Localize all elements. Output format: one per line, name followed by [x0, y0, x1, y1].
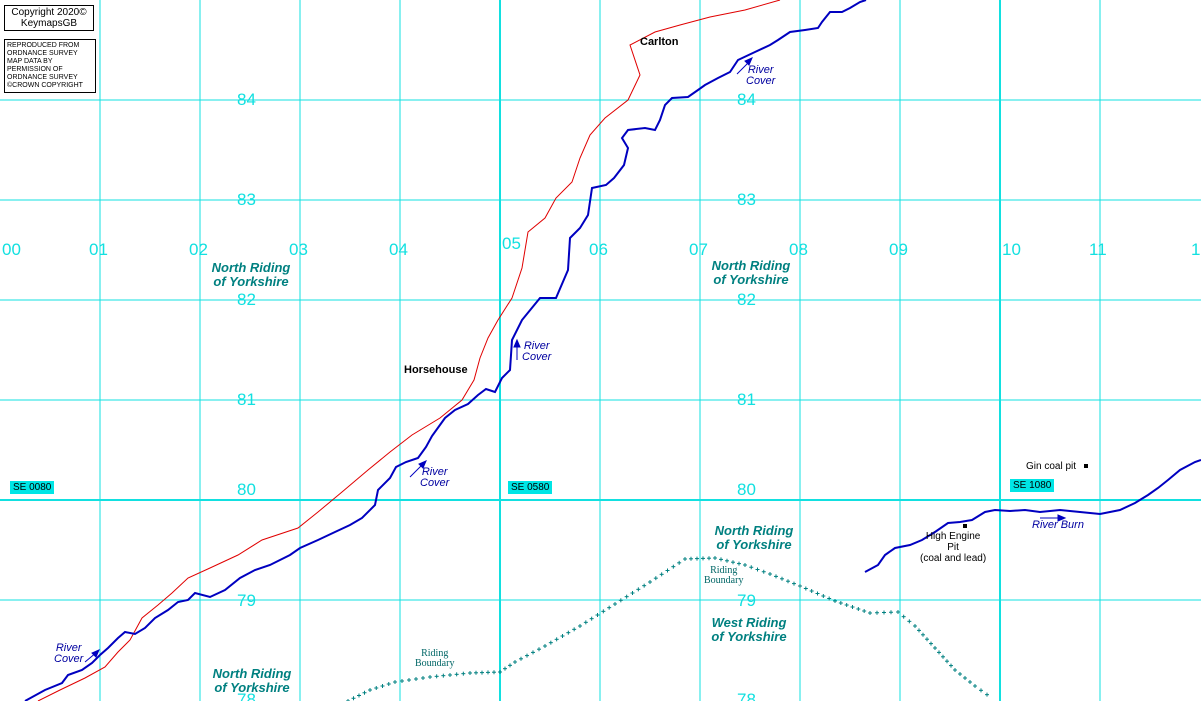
easting-label: 07 — [689, 240, 708, 259]
county-label: North Riding of Yorkshire — [714, 523, 794, 552]
road-line — [37, 0, 781, 701]
northing-label: 81 — [737, 390, 756, 409]
northing-label: 79 — [737, 591, 756, 610]
river-burn-label: River Burn — [1032, 519, 1084, 531]
easting-label: 03 — [289, 240, 308, 259]
easting-label: 02 — [189, 240, 208, 259]
notice-line: ORDNANCE SURVEY — [7, 74, 78, 81]
copyright-box: Copyright 2020© KeymapsGB — [4, 5, 94, 31]
boundary-label: Riding Boundary — [704, 565, 744, 586]
high-engine-marker — [963, 524, 967, 528]
river-label: River Cover — [522, 340, 552, 363]
northing-label: 84 — [237, 90, 256, 109]
northing-label: 78 — [237, 690, 256, 701]
notice-line: ©CROWN COPYRIGHT — [7, 82, 83, 89]
northing-label: 82 — [737, 290, 756, 309]
northing-label: 80 — [737, 480, 756, 499]
river-burn — [864, 459, 1201, 573]
easting-label: 10 — [1002, 240, 1021, 259]
easting-label: 06 — [589, 240, 608, 259]
river-cover — [24, 0, 867, 701]
northing-label: 81 — [237, 390, 256, 409]
easting-label: 00 — [2, 240, 21, 259]
northing-label: 78 — [737, 690, 756, 701]
northing-label: 82 — [237, 290, 256, 309]
grid-ref-se0080: SE 0080 — [10, 481, 55, 494]
easting-label: 05 — [502, 234, 521, 253]
river-label: River Cover — [54, 642, 84, 665]
river-label: River Cover — [420, 466, 450, 489]
easting-label: 11 — [1089, 240, 1107, 259]
northing-label: 83 — [237, 190, 256, 209]
grid-ref-se1080: SE 1080 — [1010, 479, 1055, 492]
river-label: River Cover — [746, 64, 776, 87]
county-label: North Riding of Yorkshire — [711, 258, 791, 287]
notice-line: REPRODUCED FROM — [7, 42, 80, 49]
northing-label: 80 — [237, 480, 256, 499]
northing-label: 83 — [737, 190, 756, 209]
gin-pit-label: Gin coal pit — [1026, 461, 1077, 472]
reproduced-notice: REPRODUCED FROM ORDNANCE SURVEY MAP DATA… — [4, 39, 96, 93]
county-label: North Riding of Yorkshire — [212, 666, 292, 695]
notice-line: PERMISSION OF — [7, 66, 63, 73]
copyright-line2: KeymapsGB — [20, 18, 78, 29]
notice-line: MAP DATA BY — [7, 58, 53, 65]
northing-label: 84 — [737, 90, 756, 109]
grid-ref-se0580: SE 0580 — [508, 481, 553, 494]
river-arrows — [84, 57, 1067, 663]
notice-line: ORDNANCE SURVEY — [7, 50, 78, 57]
place-horsehouse: Horsehouse — [404, 364, 468, 376]
riding-boundary-line — [346, 556, 989, 701]
easting-label: 01 — [89, 240, 108, 259]
easting-label: 09 — [889, 240, 908, 259]
easting-label: 08 — [789, 240, 808, 259]
high-engine-label: High Engine Pit (coal and lead) — [920, 531, 987, 564]
easting-label: 04 — [389, 240, 408, 259]
copyright-line1: Copyright 2020© — [11, 7, 87, 18]
place-carlton: Carlton — [640, 36, 679, 48]
boundary-label: Riding Boundary — [415, 648, 455, 669]
easting-label: 1 — [1191, 240, 1201, 259]
county-label: West Riding of Yorkshire — [711, 615, 787, 644]
county-label: North Riding of Yorkshire — [211, 260, 291, 289]
northing-label: 79 — [237, 591, 256, 610]
gin-pit-marker — [1084, 464, 1088, 468]
